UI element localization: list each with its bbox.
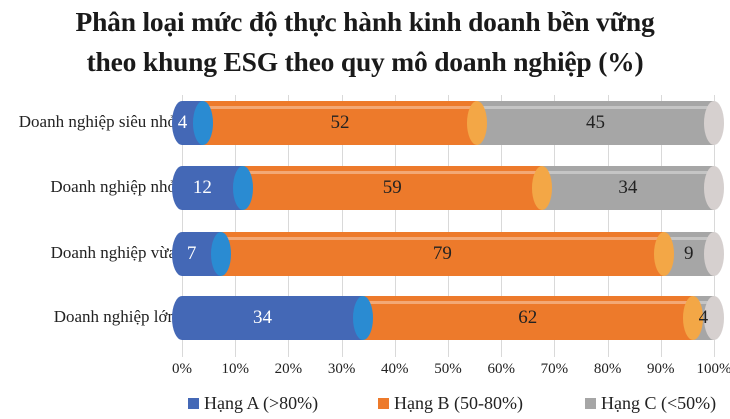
legend-swatch-icon: [188, 398, 199, 409]
data-label: 4: [698, 307, 709, 328]
gridline: [554, 95, 556, 357]
legend-swatch-icon: [585, 398, 596, 409]
bar-end-cap: [466, 101, 487, 145]
stacked-bar: 7 79 9: [172, 232, 724, 276]
legend-item: Hạng C (<50%): [585, 393, 716, 414]
legend-label: Hạng A (>80%): [204, 393, 319, 413]
legend-swatch-icon: [378, 398, 389, 409]
bar-end-cap: [682, 296, 703, 340]
data-label: 7: [186, 243, 197, 264]
bar-segment: [203, 101, 477, 145]
bar-segment: [362, 296, 693, 340]
stacked-bar: 34 62 4: [172, 296, 724, 340]
data-label: 79: [432, 243, 452, 264]
x-tick-label: 60%: [487, 361, 515, 377]
stacked-bar: 12 59 34: [172, 166, 724, 210]
data-label: 34: [252, 307, 272, 328]
bar-end-cap: [704, 166, 724, 210]
data-label: 34: [618, 177, 638, 198]
data-label: 45: [585, 112, 605, 133]
x-tick-label: 100%: [696, 361, 730, 377]
bar-segment: [541, 166, 714, 210]
chart-title: Phân loại mức độ thực hành kinh doanh bề…: [0, 2, 730, 82]
gridline: [660, 95, 662, 357]
x-tick-label: 20%: [274, 361, 303, 377]
bar-end-cap: [211, 232, 232, 276]
bar-end-cap: [704, 232, 724, 276]
legend-label: Hạng B (50-80%): [394, 393, 523, 413]
gridline: [448, 95, 449, 357]
bar-segment: [221, 232, 664, 276]
gridline: [501, 95, 503, 357]
gridline: [341, 95, 343, 357]
data-label: 12: [192, 177, 212, 198]
category-label: Doanh nghiệp vừa: [50, 243, 176, 262]
gridline: [394, 95, 396, 357]
x-tick-label: 80%: [593, 361, 622, 377]
stacked-bar: 4 52 45: [172, 101, 724, 145]
gridline: [607, 95, 609, 357]
x-tick-label: 90%: [647, 361, 675, 377]
legend-label: Hạng C (<50%): [601, 393, 717, 413]
category-label: Doanh nghiệp nhỏ: [50, 177, 176, 196]
x-tick-label: 30%: [327, 361, 356, 377]
bar-end-cap: [653, 232, 674, 276]
bar-end-cap: [193, 101, 214, 145]
gridline: [235, 95, 237, 357]
gridline: [288, 95, 290, 357]
bar-segment: [182, 166, 243, 210]
plot-area: [182, 95, 715, 357]
bar-segment: [182, 296, 363, 340]
bar-segment: [476, 101, 714, 145]
data-label: 52: [330, 112, 350, 133]
category-label: Doanh nghiệp siêu nhỏ: [18, 112, 176, 131]
category-label: Doanh nghiệp lớn: [53, 307, 176, 326]
data-label: 4: [177, 112, 188, 133]
x-tick-label: 10%: [221, 361, 249, 377]
bar-end-cap: [704, 296, 724, 340]
data-label: 9: [684, 243, 694, 264]
bar-end-cap: [232, 166, 253, 210]
bar-end-cap: [352, 296, 373, 340]
bar-end-cap: [531, 166, 552, 210]
bar-segment: [242, 166, 542, 210]
legend-item: Hạng B (50-80%): [378, 393, 523, 414]
x-tick-label: 50%: [434, 361, 462, 377]
legend: Hạng A (>80%) Hạng B (50-80%) Hạng C (<50%…: [0, 393, 730, 415]
x-tick-label: 70%: [540, 361, 569, 377]
bar-end-cap: [704, 101, 724, 145]
chart-title-line-1: Phân loại mức độ thực hành kinh doanh bề…: [75, 6, 655, 37]
data-label: 62: [518, 307, 538, 328]
data-label: 59: [382, 177, 402, 198]
gridline: [714, 95, 715, 357]
chart-title-line-2: theo khung ESG theo quy mô doanh nghiệp …: [86, 46, 644, 77]
gridline: [182, 95, 183, 357]
x-tick-label: 0%: [172, 361, 192, 377]
x-tick-label: 40%: [381, 361, 409, 377]
legend-item: Hạng A (>80%): [188, 393, 318, 414]
